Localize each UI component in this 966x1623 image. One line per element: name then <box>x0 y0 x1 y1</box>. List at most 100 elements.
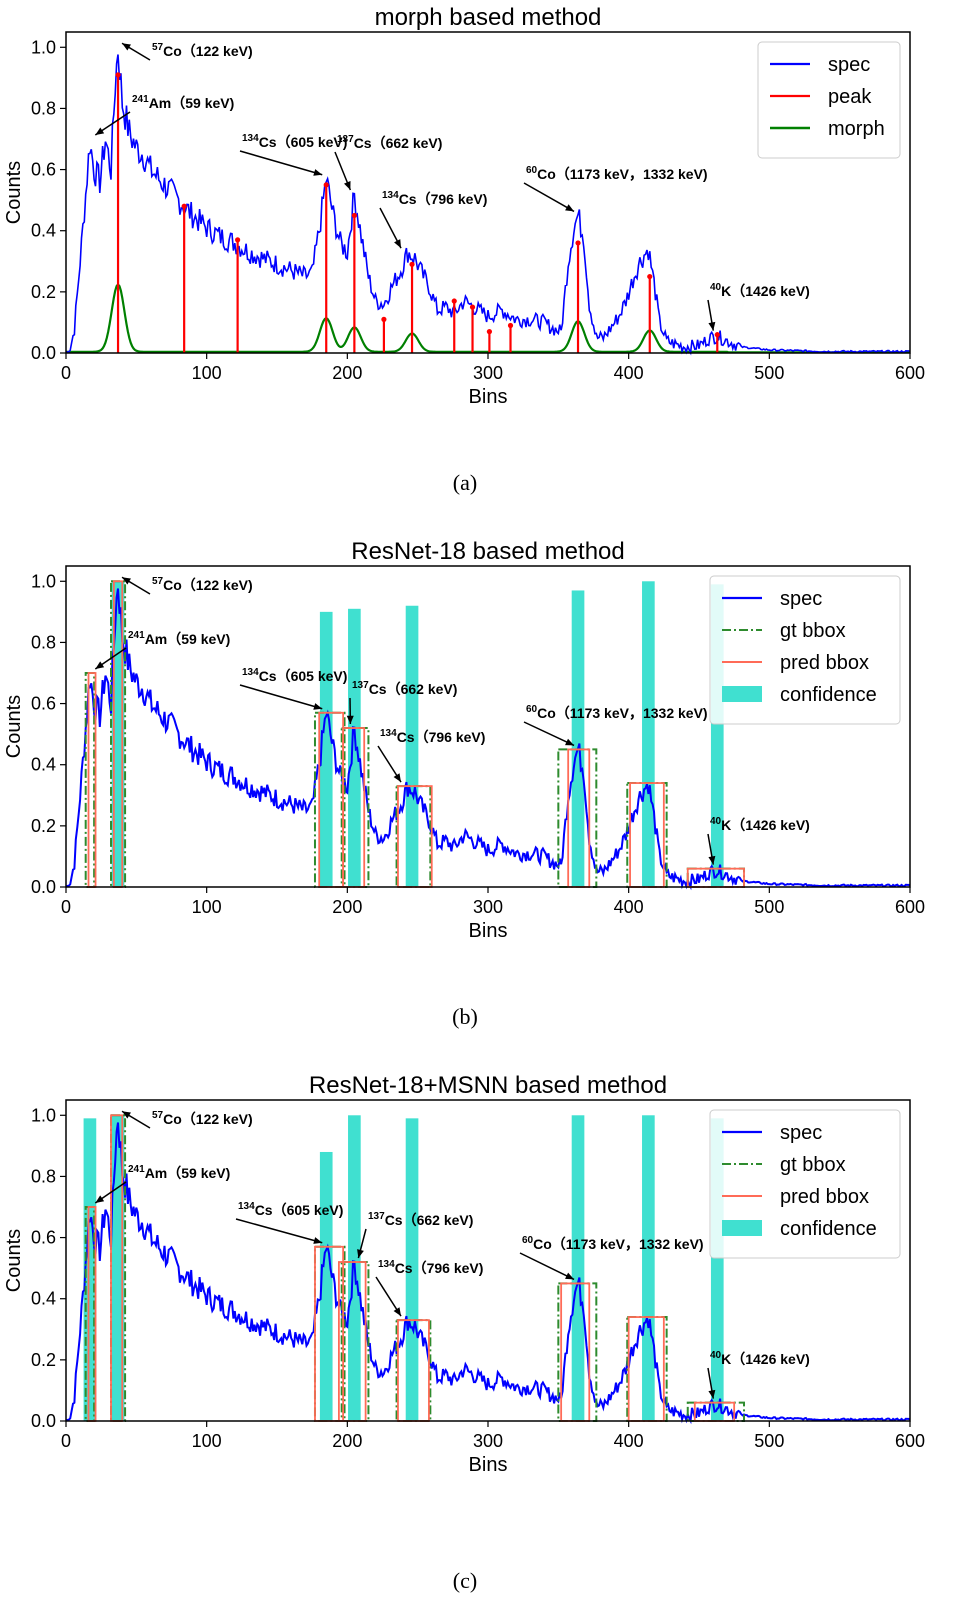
x-tick-label: 300 <box>473 1431 503 1451</box>
x-tick-label: 600 <box>895 1431 925 1451</box>
confidence-bar <box>642 1115 655 1421</box>
annotation-label: 241Am（59 keV) <box>132 94 234 111</box>
y-tick-label: 0.4 <box>31 1289 56 1309</box>
x-tick-label: 100 <box>192 363 222 383</box>
y-tick-label: 0.6 <box>31 1228 56 1248</box>
y-tick-label: 0.0 <box>31 877 56 897</box>
x-axis-label: Bins <box>469 386 508 408</box>
annotation-text: Cs（662 keV) <box>385 1212 474 1228</box>
annotation-text: Cs（605 keV) <box>259 668 348 684</box>
legend-label: pred bbox <box>780 652 869 674</box>
annotation-label: 134Cs（796 keV) <box>380 728 485 745</box>
legend-label: spec <box>780 588 822 610</box>
annotation-label: 241Am（59 keV) <box>128 1164 230 1181</box>
y-tick-label: 0.4 <box>31 221 56 241</box>
annotation-text: Cs（605 keV) <box>259 134 348 150</box>
annotation-sup: 60 <box>522 1235 534 1246</box>
y-tick-label: 0.2 <box>31 816 56 836</box>
y-tick-label: 0.0 <box>31 343 56 363</box>
legend-label: morph <box>828 118 885 140</box>
annotation-label: 134Cs（605 keV) <box>242 133 347 150</box>
y-tick-label: 1.0 <box>31 1105 56 1125</box>
annotation-text: K（1426 keV) <box>721 283 810 299</box>
annotation-text: Am（59 keV) <box>145 1165 231 1181</box>
annotation-arrowhead <box>95 1195 104 1203</box>
annotation-sup: 134 <box>238 1201 255 1212</box>
annotation-label: 137Cs（662 keV) <box>352 680 457 697</box>
peak-marker <box>352 213 357 218</box>
legend-label: spec <box>828 54 870 76</box>
annotation-label: 60Co（1173 keV，1332 keV) <box>526 704 708 721</box>
annotation-label: 241Am（59 keV) <box>128 630 230 647</box>
annotation-arrowhead <box>95 127 104 135</box>
y-axis-label: Counts <box>3 161 25 224</box>
annotation-sup: 137 <box>337 134 354 145</box>
annotation-text: Cs（662 keV) <box>369 681 458 697</box>
chart-title: ResNet-18 based method <box>351 538 625 565</box>
annotation-text: Cs（796 keV) <box>395 1260 484 1276</box>
annotation-sup: 40 <box>710 282 722 293</box>
annotation-sup: 57 <box>152 42 164 53</box>
y-tick-label: 0.6 <box>31 694 56 714</box>
annotation-sup: 134 <box>242 133 259 144</box>
annotation-arrow <box>524 183 574 211</box>
x-tick-label: 100 <box>192 1431 222 1451</box>
x-axis-label: Bins <box>469 1454 508 1476</box>
caption-c: (c) <box>453 1568 477 1593</box>
x-tick-label: 300 <box>473 363 503 383</box>
caption-a: (a) <box>453 470 477 495</box>
peak-marker <box>508 323 513 328</box>
annotation-label: 60Co（1173 keV，1332 keV) <box>522 1235 704 1252</box>
annotation-arrow <box>520 1253 574 1279</box>
annotation-text: Am（59 keV) <box>149 95 235 111</box>
y-tick-label: 1.0 <box>31 571 56 591</box>
annotation-label: 60Co（1173 keV，1332 keV) <box>526 165 708 182</box>
confidence-bar <box>406 606 419 887</box>
y-axis-label: Counts <box>3 695 25 758</box>
y-tick-label: 0.8 <box>31 98 56 118</box>
y-tick-label: 0.0 <box>31 1411 56 1431</box>
legend-label: gt bbox <box>780 620 846 642</box>
x-axis-label: Bins <box>469 920 508 942</box>
x-tick-label: 100 <box>192 897 222 917</box>
peak-marker <box>235 237 240 242</box>
annotation-arrowhead <box>394 1307 401 1316</box>
x-tick-label: 400 <box>614 1431 644 1451</box>
x-tick-label: 500 <box>754 1431 784 1451</box>
annotation-label: 57Co（122 keV) <box>152 576 253 593</box>
y-axis-label: Counts <box>3 1229 25 1292</box>
legend-label: pred bbox <box>780 1186 869 1208</box>
annotation-arrowhead <box>122 43 131 50</box>
x-tick-label: 200 <box>332 897 362 917</box>
x-tick-label: 0 <box>61 1431 71 1451</box>
legend-label: gt bbox <box>780 1154 846 1176</box>
annotation-arrowhead <box>708 322 715 331</box>
confidence-bar <box>348 609 361 887</box>
annotation-sup: 241 <box>128 1164 145 1175</box>
confidence-bar <box>572 590 585 887</box>
annotation-sup: 40 <box>710 816 722 827</box>
annotation-text: Co（1173 keV，1332 keV) <box>537 166 707 182</box>
annotation-label: 137Cs（662 keV) <box>337 134 442 151</box>
annotation-label: 57Co（122 keV) <box>152 1110 253 1127</box>
annotation-label: 57Co（122 keV) <box>152 42 253 59</box>
annotation-sup: 134 <box>378 1259 395 1270</box>
x-tick-label: 600 <box>895 363 925 383</box>
annotation-arrowhead <box>344 181 350 190</box>
legend-label: confidence <box>780 684 877 706</box>
annotation-text: Am（59 keV) <box>145 631 231 647</box>
peak-marker <box>715 332 720 337</box>
annotation-text: Co（1173 keV，1332 keV) <box>533 1236 703 1252</box>
chart-title: morph based method <box>375 4 602 31</box>
x-tick-label: 0 <box>61 363 71 383</box>
annotation-sup: 134 <box>380 728 397 739</box>
annotation-text: Co（122 keV) <box>163 43 252 59</box>
annotation-label: 40K（1426 keV) <box>710 816 810 833</box>
legend-label: spec <box>780 1122 822 1144</box>
legend-label: confidence <box>780 1218 877 1240</box>
